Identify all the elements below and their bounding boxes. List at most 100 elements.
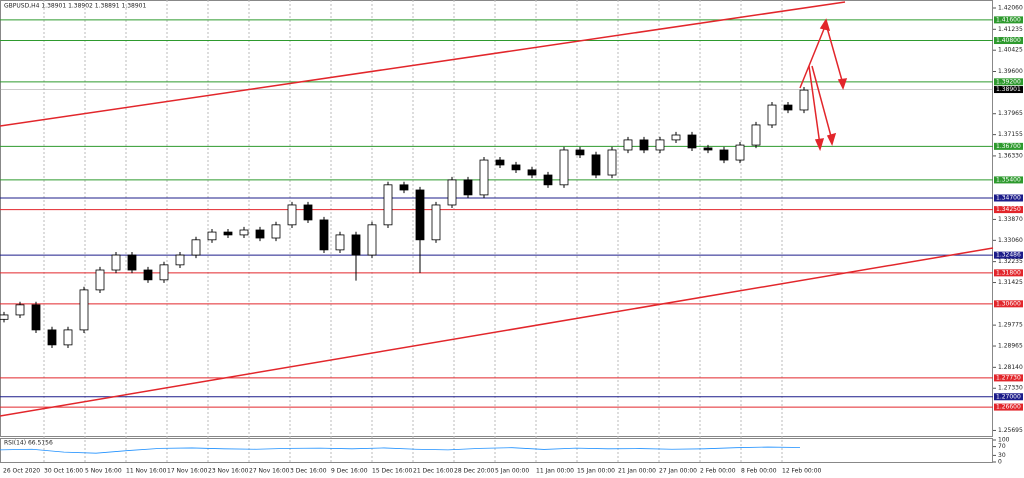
arrow-path	[799, 21, 844, 89]
candle-body	[735, 144, 745, 161]
candle-body	[495, 159, 505, 166]
y-tick-label: 1.25695	[998, 427, 1023, 434]
x-tick-label: 12 Feb 00:00	[782, 468, 822, 475]
candle-body	[399, 184, 409, 191]
candle-body	[463, 179, 473, 196]
arrow-path	[808, 65, 821, 146]
candle-body	[479, 159, 489, 196]
level-label: 1.36700	[996, 143, 1021, 150]
candle-body	[0, 314, 9, 320]
rsi-tick-label: 100	[998, 437, 1010, 444]
price-label: 1.38901	[996, 86, 1021, 93]
x-tick-label: 21 Dec 16:00	[413, 468, 454, 475]
level-label: 1.32486	[996, 252, 1021, 259]
annotations	[0, 1, 994, 417]
level-tag	[994, 206, 1023, 214]
y-tick-label: 1.39600	[998, 68, 1023, 75]
candle-body	[671, 134, 681, 141]
candle-body	[127, 254, 137, 271]
x-tick-label: 9 Dec 16:00	[331, 468, 368, 475]
x-tick-label: 28 Dec 20:00	[454, 468, 495, 475]
y-tick-label: 1.29775	[998, 322, 1023, 329]
candle-body	[783, 104, 793, 111]
candle-body	[255, 229, 265, 239]
level-tag	[994, 269, 1023, 277]
level-label: 1.35400	[996, 176, 1021, 183]
candle-body	[639, 139, 649, 151]
y-tick-label: 1.42060	[998, 5, 1023, 12]
x-tick-label: 5 Jan 00:00	[495, 468, 529, 475]
x-tick-label: 3 Dec 16:00	[290, 468, 327, 475]
x-tick-label: 23 Nov 16:00	[208, 468, 249, 475]
rsi-tick-label: 70	[998, 443, 1006, 450]
candle-body	[607, 149, 617, 176]
main-pane	[0, 0, 993, 437]
candle-body	[367, 224, 377, 256]
y-tick-label: 1.32235	[998, 258, 1023, 265]
y-tick-label: 1.37965	[998, 110, 1023, 117]
x-tick-label: 8 Feb 00:00	[741, 468, 777, 475]
candle-body	[703, 147, 713, 151]
y-tick-label: 1.28965	[998, 343, 1023, 350]
level-label: 1.26600	[996, 404, 1021, 411]
y-tick-label: 1.37155	[998, 131, 1023, 138]
candle-body	[191, 239, 201, 256]
candle-body	[335, 234, 345, 251]
x-tick-label: 11 Nov 16:00	[126, 468, 167, 475]
y-tick-label: 1.33870	[998, 216, 1023, 223]
candle-body	[239, 229, 249, 236]
candle-body	[95, 269, 105, 291]
level-label: 1.31800	[996, 269, 1021, 276]
y-tick-label: 1.40425	[998, 47, 1023, 54]
candle-body	[111, 254, 121, 271]
rsi-label: RSI(14) 66.5156	[4, 440, 53, 447]
candle-body	[655, 139, 665, 151]
x-tick-label: 30 Oct 16:00	[44, 468, 83, 475]
candle-body	[223, 231, 233, 236]
candle-body	[799, 89, 809, 111]
candle-body	[591, 154, 601, 176]
x-tick-label: 2 Feb 00:00	[700, 468, 736, 475]
level-tag	[994, 16, 1023, 24]
candle-body	[319, 219, 329, 251]
x-tick-label: 27 Jan 00:00	[659, 468, 697, 475]
trend-line	[0, 247, 994, 417]
x-tick-label: 11 Jan 00:00	[536, 468, 574, 475]
level-tag	[994, 251, 1023, 259]
candle-body	[31, 304, 41, 331]
arrow-path	[811, 65, 833, 141]
candle-body	[351, 234, 361, 256]
candle-body	[271, 224, 281, 239]
level-tag	[994, 176, 1023, 184]
level-label: 1.27000	[996, 393, 1021, 400]
candle-body	[543, 174, 553, 186]
level-label: 1.34700	[996, 194, 1021, 201]
x-tick-label: 27 Nov 16:00	[249, 468, 290, 475]
candle-body	[79, 289, 89, 331]
rsi-line	[0, 446, 801, 454]
candle-body	[511, 164, 521, 171]
arrow-head	[819, 18, 831, 32]
x-tick-label: 21 Jan 00:00	[618, 468, 656, 475]
price-tag	[994, 86, 1023, 94]
level-label: 1.40800	[996, 37, 1021, 44]
y-tick-label: 1.27330	[998, 385, 1023, 392]
level-label: 1.39200	[996, 78, 1021, 85]
level-label: 1.41600	[996, 16, 1021, 23]
level-tag	[994, 37, 1023, 45]
level-label: 1.34250	[996, 206, 1021, 213]
candle-body	[159, 264, 169, 281]
candle-body	[383, 184, 393, 226]
x-tick-label: 5 Nov 16:00	[85, 468, 122, 475]
candle-body	[559, 149, 569, 186]
candle-body	[415, 189, 425, 241]
level-tag	[994, 194, 1023, 202]
y-tick-label: 1.36330	[998, 152, 1023, 159]
rsi-tick-label: 30	[998, 452, 1006, 459]
candle-body	[527, 169, 537, 176]
rsi-pane	[0, 438, 993, 463]
candle-body	[575, 149, 585, 156]
arrow-head	[837, 78, 848, 90]
